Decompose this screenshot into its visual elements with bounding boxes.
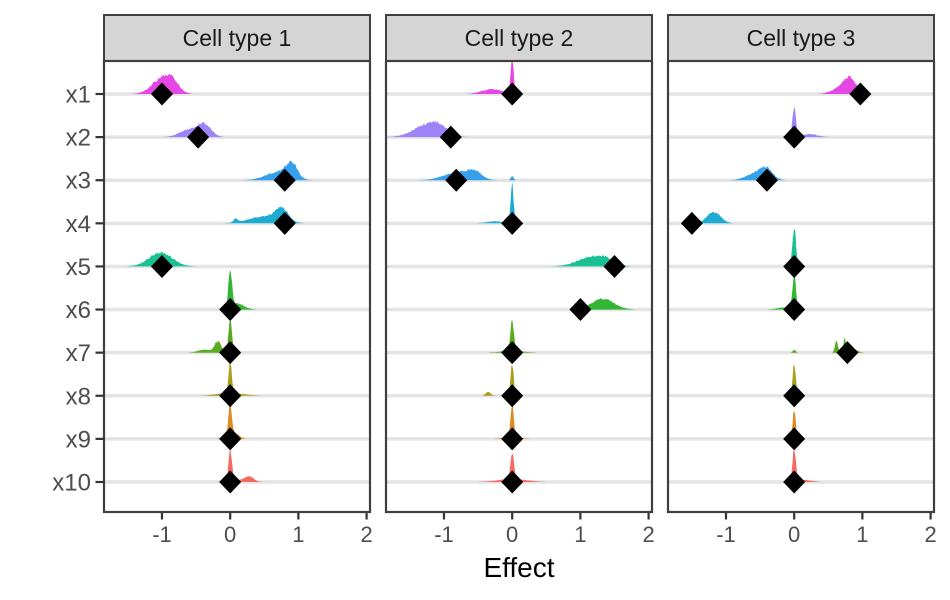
density-x4 [104, 206, 370, 224]
facet-strip [103, 14, 371, 62]
facet-strip-label: Cell type 3 [747, 25, 856, 51]
y-axis-label: x10 [52, 469, 91, 496]
diamond-marker-x5 [603, 254, 626, 278]
diamond-marker-x2 [187, 125, 210, 149]
x-tick-label: -1 [716, 522, 736, 547]
x-tick-label: 1 [292, 522, 304, 547]
diamond-marker-x7 [836, 341, 859, 365]
x-tick-label: 2 [360, 522, 372, 547]
x-tick-label: 2 [924, 522, 936, 547]
diamond-marker-x4 [501, 211, 524, 235]
diamond-marker-x6 [783, 298, 806, 322]
x-tick-label: 0 [506, 522, 518, 547]
y-axis-label: x8 [66, 383, 91, 410]
diamond-marker-x8 [783, 384, 806, 408]
facet-strip [667, 14, 935, 62]
x-tick-label: 0 [224, 522, 236, 547]
x-tick-label: 0 [788, 522, 800, 547]
diamond-marker-x4 [680, 211, 703, 235]
y-axis-label: x1 [66, 82, 91, 109]
x-tick-label: 1 [574, 522, 586, 547]
y-axis-label: x7 [66, 340, 91, 367]
diamond-marker-x10 [783, 470, 806, 494]
panel-border [666, 59, 936, 514]
y-axis-label: x2 [66, 125, 91, 152]
x-tick-label: -1 [152, 522, 172, 547]
density-x6 [386, 297, 652, 310]
x-axis-title: Effect [483, 552, 554, 583]
diamond-marker-x1 [849, 82, 872, 106]
diamond-marker-x3 [755, 168, 778, 192]
facet-strip-label: Cell type 2 [465, 25, 574, 51]
diamond-marker-x9 [219, 427, 242, 451]
density-x4 [668, 211, 934, 224]
diamond-marker-x8 [219, 384, 242, 408]
diamond-marker-x4 [273, 211, 296, 235]
diamond-marker-x6 [219, 298, 242, 322]
density-x5 [386, 255, 652, 267]
diamond-marker-x7 [219, 341, 242, 365]
panel-border [384, 59, 654, 514]
diamond-marker-x10 [219, 470, 242, 494]
diamond-marker-x6 [569, 298, 592, 322]
diamond-marker-x9 [501, 427, 524, 451]
y-axis-label: x3 [66, 168, 91, 195]
density-x2 [386, 120, 652, 138]
diamond-marker-x8 [501, 384, 524, 408]
y-axis-label: x6 [66, 297, 91, 324]
diamond-marker-x10 [501, 470, 524, 494]
y-axis-label: x4 [66, 211, 91, 238]
facet-strip [385, 14, 653, 62]
diamond-marker-x2 [783, 125, 806, 149]
x-tick-label: 1 [856, 522, 868, 547]
diamond-marker-x3 [445, 168, 468, 192]
diamond-marker-x7 [501, 341, 524, 365]
diamond-marker-x2 [439, 125, 462, 149]
diamond-marker-x1 [501, 82, 524, 106]
y-axis-label: x9 [66, 426, 91, 453]
x-tick-label: -1 [434, 522, 454, 547]
panel-border [102, 59, 372, 514]
y-axis-label: x5 [66, 254, 91, 281]
diamond-marker-x1 [150, 82, 173, 106]
diamond-marker-x5 [783, 254, 806, 278]
x-tick-label: 2 [642, 522, 654, 547]
density-x1 [104, 73, 370, 94]
diamond-marker-x3 [273, 168, 296, 192]
density-x5 [104, 251, 370, 267]
diamond-marker-x9 [783, 427, 806, 451]
diamond-marker-x5 [150, 254, 173, 278]
facet-strip-label: Cell type 1 [183, 25, 292, 51]
